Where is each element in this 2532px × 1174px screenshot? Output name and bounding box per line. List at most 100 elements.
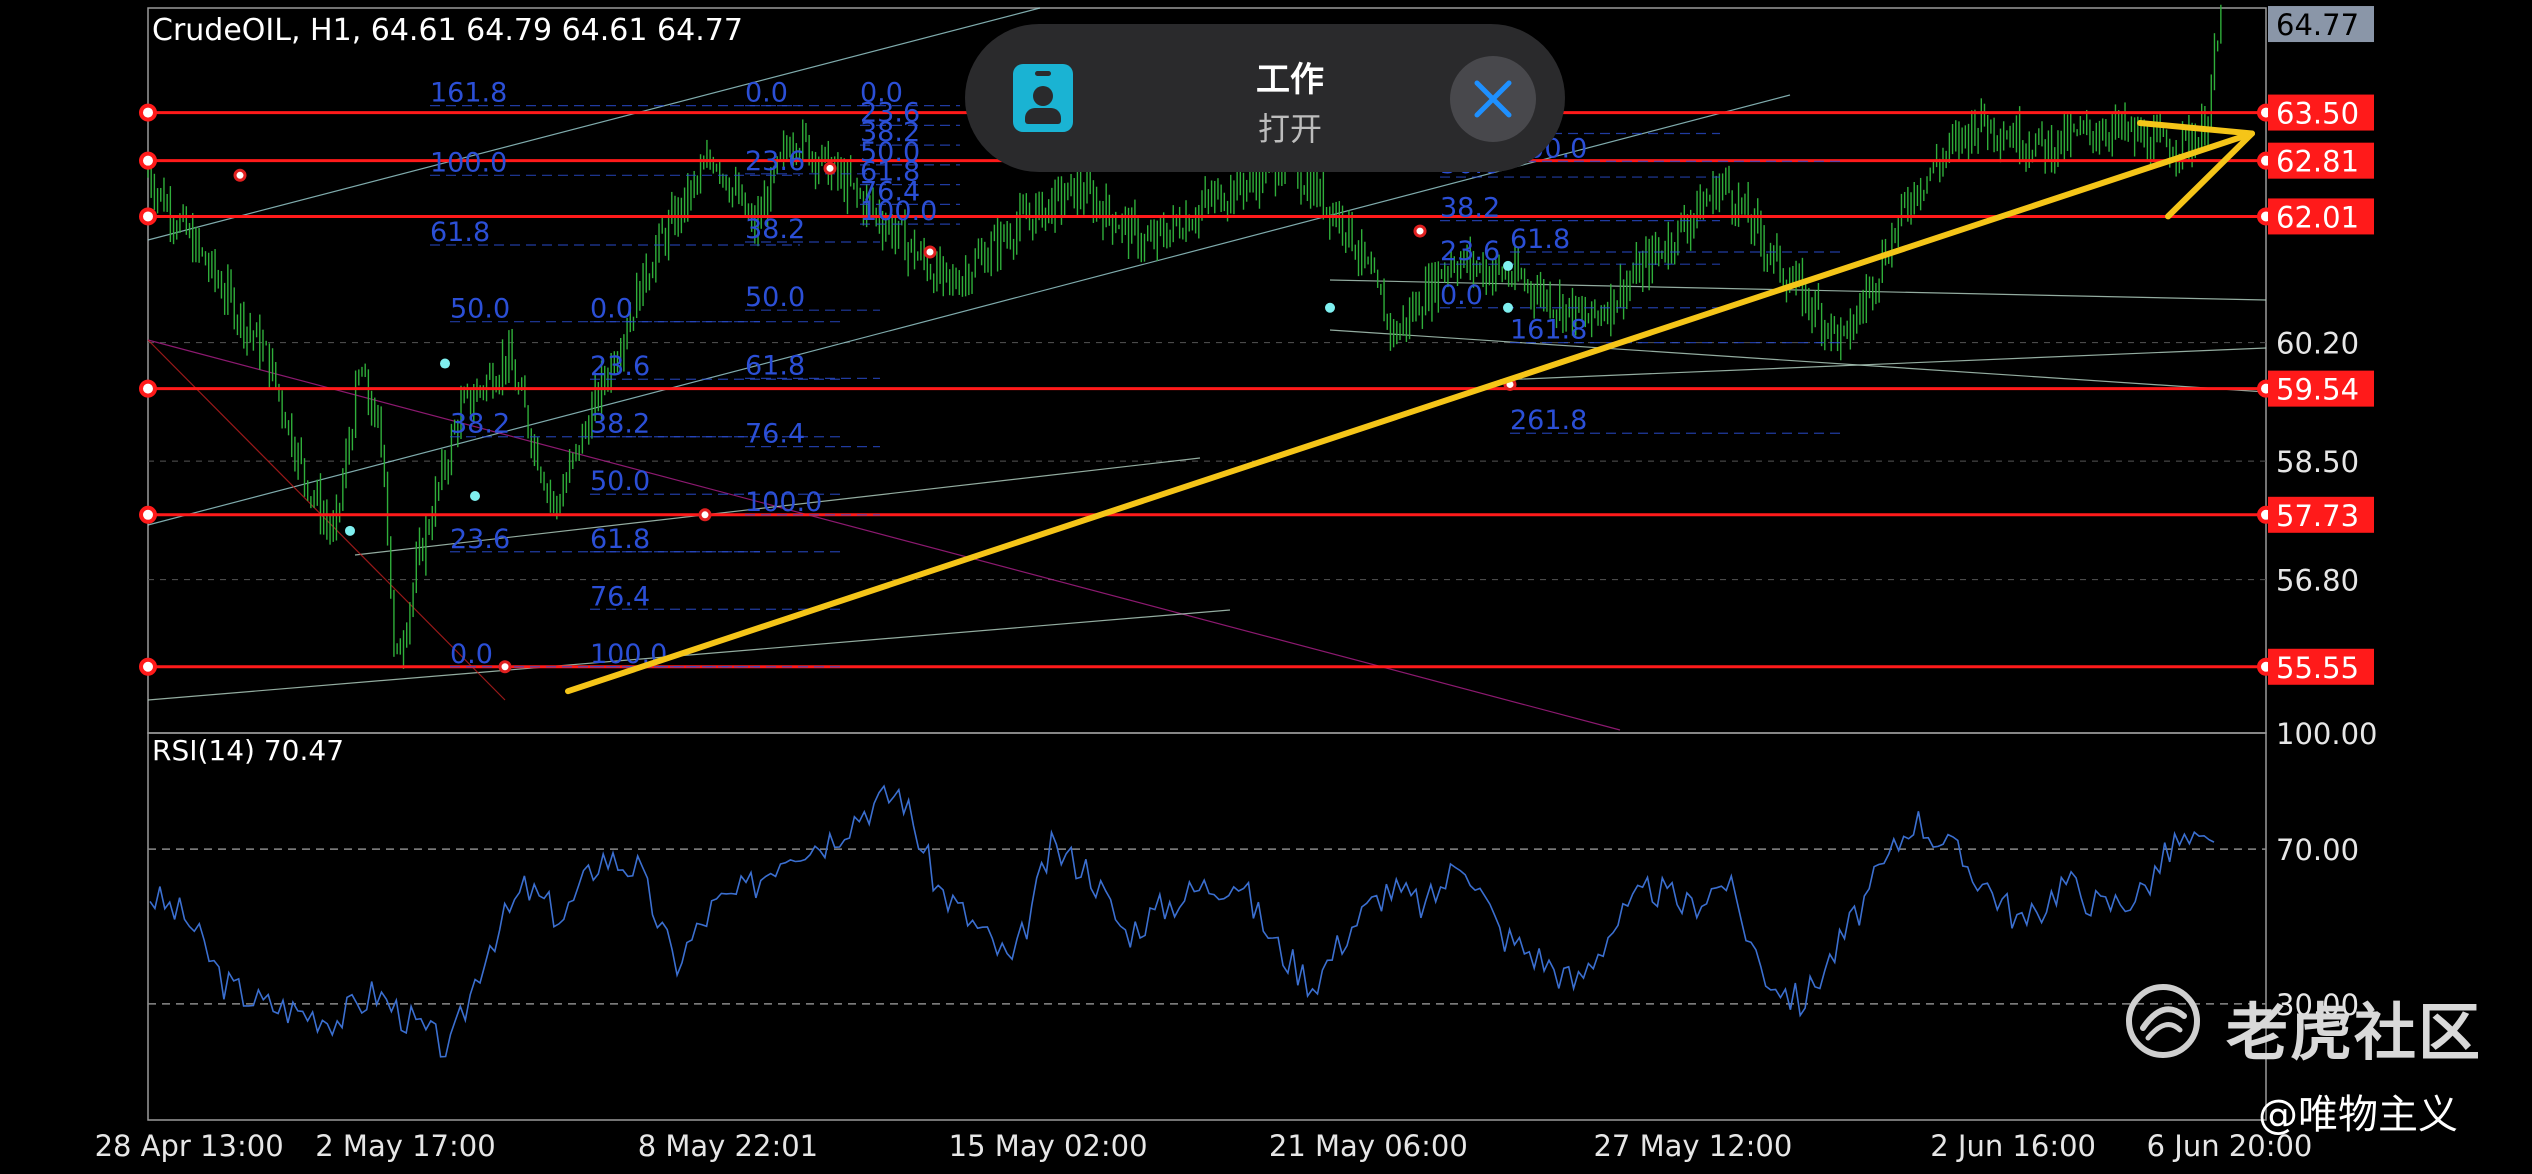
fib-level-label: 161.8 — [430, 78, 507, 109]
level-price-label: 62.01 — [2276, 200, 2359, 234]
current-price-label: 64.77 — [2276, 8, 2359, 42]
anchor-marker — [1503, 302, 1513, 313]
fib-level-label: 161.8 — [1510, 315, 1587, 346]
fib-level-label: 50.0 — [860, 137, 920, 168]
trend-channel-line — [1329, 329, 2267, 393]
anchor-marker — [345, 525, 355, 536]
fib-level-label: 23.6 — [590, 351, 650, 382]
level-price-tag — [2268, 94, 2374, 131]
trend-channel-line — [147, 609, 1231, 701]
level-handle-left — [139, 207, 157, 226]
fib-level-label: 76.4 — [590, 581, 650, 612]
level-price-label: 62.81 — [2276, 145, 2359, 179]
level-handle-left — [139, 379, 157, 398]
fib-level-label: 23.6 — [1440, 236, 1500, 267]
fib-level-label: 61.8 — [1510, 224, 1570, 255]
trend-channel-line — [147, 7, 1041, 241]
time-axis-tick: 21 May 06:00 — [1269, 1129, 1468, 1163]
price-axis-tick: 56.80 — [2276, 564, 2359, 598]
fib-level-label: 38.2 — [1440, 193, 1500, 224]
fib-level-label: 50.0 — [590, 466, 650, 497]
fib-level-label: 50.0 — [745, 282, 805, 313]
fib-level-label: 23.6 — [450, 524, 510, 555]
level-price-label: 55.55 — [2276, 651, 2359, 685]
time-axis-tick: 6 Jun 20:00 — [2147, 1129, 2313, 1163]
rsi-axis-tick: 70.00 — [2276, 833, 2359, 867]
tiger-logo-icon — [2126, 984, 2200, 1058]
level-price-label: 57.73 — [2276, 499, 2359, 533]
level-handle-left — [139, 657, 157, 676]
pill-title: 工作 — [1256, 60, 1324, 100]
fib-level-label: 38.2 — [745, 214, 805, 245]
watermark-brand: 老虎社区 — [2226, 996, 2483, 1069]
pivot-marker — [233, 168, 247, 182]
level-handle-left — [139, 505, 157, 524]
level-price-tag — [2268, 370, 2374, 407]
trend-arrow-shaft — [565, 130, 2255, 695]
anchor-marker — [1503, 260, 1513, 271]
pivot-marker — [498, 660, 512, 674]
fib-level-label: 76.4 — [745, 419, 805, 450]
anchor-marker — [1325, 302, 1335, 313]
pivot-marker — [923, 245, 937, 259]
rsi-series — [149, 784, 2215, 1058]
trend-arrow-head — [2137, 120, 2255, 220]
app-notification-pill[interactable]: 工作 打开 — [965, 24, 1565, 172]
fib-level-label: 38.2 — [590, 409, 650, 440]
time-axis-tick: 2 May 17:00 — [315, 1129, 495, 1163]
time-axis-tick: 28 Apr 13:00 — [95, 1129, 284, 1163]
fib-level-label: 0.0 — [745, 78, 788, 109]
time-axis-tick: 27 May 12:00 — [1593, 1129, 1792, 1163]
rsi-plot-frame — [147, 732, 2267, 1121]
id-badge-icon — [1013, 64, 1073, 132]
rsi-label: RSI(14) 70.47 — [152, 734, 344, 767]
time-axis-tick: 2 Jun 16:00 — [1930, 1129, 2096, 1163]
pivot-marker — [1413, 224, 1427, 238]
trend-channel-line — [354, 457, 1201, 556]
fib-level-label: 38.2 — [450, 409, 510, 440]
pivot-marker — [823, 161, 837, 175]
symbol-ohlc-label: CrudeOIL, H1, 64.61 64.79 64.61 64.77 — [152, 13, 743, 48]
fib-level-label: 38.2 — [860, 117, 920, 148]
fib-level-label: 0.0 — [450, 639, 493, 670]
fib-level-label: 61.8 — [430, 217, 490, 248]
close-button[interactable] — [1450, 56, 1536, 142]
fib-level-label: 100.0 — [430, 147, 507, 178]
price-axis-tick: 58.50 — [2276, 445, 2359, 479]
fib-level-label: 100.0 — [745, 487, 822, 518]
anchor-marker — [470, 490, 480, 501]
fib-level-label: 23.6 — [745, 146, 805, 177]
fib-level-label: 23.6 — [860, 97, 920, 128]
fib-level-label: 0.0 — [1440, 280, 1483, 311]
anchor-marker — [440, 358, 450, 369]
price-axis-tick: 60.20 — [2276, 327, 2359, 361]
fib-level-label: 76.4 — [860, 176, 920, 207]
close-icon — [1474, 80, 1512, 118]
pill-subtitle: 打开 — [1257, 110, 1322, 148]
fib-level-label: 0.0 — [860, 78, 903, 109]
level-price-label: 63.50 — [2276, 97, 2359, 131]
fib-level-label: 261.8 — [1510, 405, 1587, 436]
level-price-tag — [2268, 198, 2374, 235]
level-handle-left — [139, 103, 157, 122]
time-axis-tick: 8 May 22:01 — [638, 1129, 818, 1163]
trend-channel-line — [1499, 347, 2267, 381]
fib-level-label: 100.0 — [860, 196, 937, 227]
current-price-tag — [2268, 6, 2374, 43]
fib-level-label: 61.8 — [860, 157, 920, 188]
level-price-label: 59.54 — [2276, 373, 2359, 407]
fib-level-label: 61.8 — [745, 350, 805, 381]
watermark: 老虎社区 — [2118, 976, 2528, 1069]
trend-channel-line — [147, 339, 1621, 731]
fib-level-label: 0.0 — [590, 294, 633, 325]
rsi-axis-tick: 30.00 — [2276, 988, 2359, 1022]
time-axis-tick: 15 May 02:00 — [949, 1129, 1148, 1163]
watermark-author: @唯物主义 — [2258, 1092, 2458, 1138]
level-price-tag — [2268, 648, 2374, 685]
fib-level-label: 61.8 — [590, 524, 650, 555]
level-price-tag — [2268, 142, 2374, 179]
fib-level-label: 50.0 — [450, 294, 510, 325]
level-handle-left — [139, 151, 157, 170]
